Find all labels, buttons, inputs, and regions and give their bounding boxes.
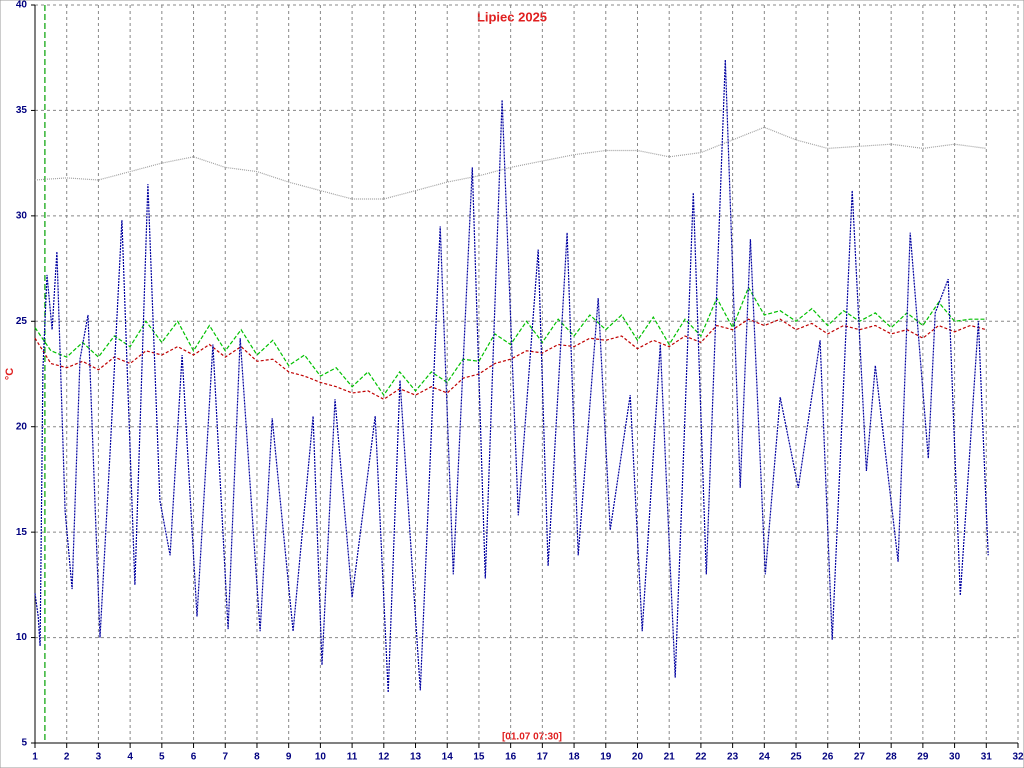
x-tick-label: 22 xyxy=(695,752,707,763)
x-tick-label: 25 xyxy=(790,752,802,763)
series-line xyxy=(34,126,987,200)
x-tick-label: 1 xyxy=(32,752,38,763)
x-tick-label: 31 xyxy=(981,752,993,763)
x-tick-label: 11 xyxy=(347,752,358,763)
y-tick-label: 15 xyxy=(16,527,28,538)
series-line xyxy=(34,318,987,400)
x-tick-label: 5 xyxy=(159,752,165,763)
x-tick-label: 26 xyxy=(822,752,834,763)
x-tick-label: 14 xyxy=(442,752,454,763)
x-tick-label: 10 xyxy=(315,752,327,763)
x-tick-label: 28 xyxy=(886,752,898,763)
y-axis-label: °C xyxy=(4,368,16,380)
series-line xyxy=(34,59,989,693)
x-tick-label: 30 xyxy=(949,752,961,763)
x-tick-label: 13 xyxy=(410,752,422,763)
x-tick-label: 6 xyxy=(191,752,197,763)
chart-title: Lipiec 2025 xyxy=(477,9,547,24)
x-tick-label: 3 xyxy=(96,752,102,763)
x-tick-label: 24 xyxy=(759,752,771,763)
x-tick-label: 32 xyxy=(1012,752,1024,763)
x-tick-label: 29 xyxy=(917,752,929,763)
y-tick-label: 30 xyxy=(16,210,28,221)
x-tick-label: 4 xyxy=(127,752,133,763)
x-tick-label: 7 xyxy=(222,752,228,763)
x-tick-label: 18 xyxy=(569,752,581,763)
x-tick-label: 12 xyxy=(378,752,390,763)
x-tick-label: 15 xyxy=(473,752,485,763)
y-tick-label: 35 xyxy=(16,105,28,116)
y-tick-label: 40 xyxy=(16,0,28,11)
y-tick-label: 10 xyxy=(16,632,28,643)
y-tick-label: 5 xyxy=(21,738,27,749)
y-tick-label: 25 xyxy=(16,316,28,327)
series-line xyxy=(34,286,987,397)
x-tick-label: 16 xyxy=(505,752,517,763)
x-tick-label: 17 xyxy=(537,752,549,763)
x-tick-label: 21 xyxy=(664,752,676,763)
x-tick-label: 2 xyxy=(64,752,70,763)
x-tick-label: 23 xyxy=(727,752,739,763)
x-tick-label: 19 xyxy=(600,752,612,763)
x-tick-label: 27 xyxy=(854,752,866,763)
annotation: [01.07 07:30] xyxy=(502,732,562,743)
x-tick-label: 9 xyxy=(286,752,292,763)
x-tick-label: 20 xyxy=(632,752,644,763)
x-tick-label: 8 xyxy=(254,752,260,763)
y-tick-label: 20 xyxy=(16,421,28,432)
